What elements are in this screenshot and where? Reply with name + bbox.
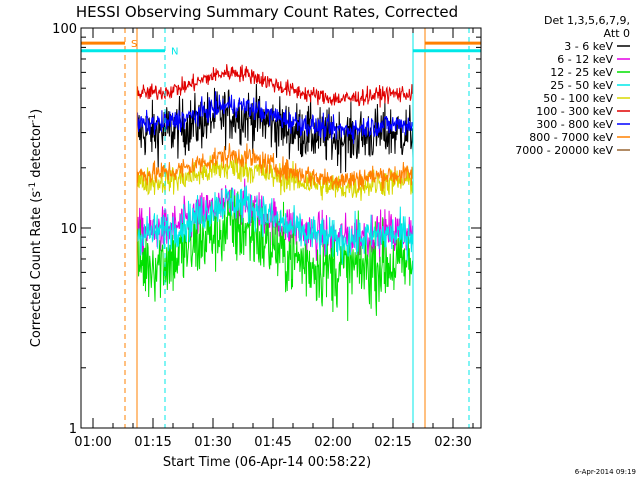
x-tick-label-2: 01:30 xyxy=(194,435,231,450)
series-line-4 xyxy=(136,154,414,201)
series-line-6 xyxy=(136,91,414,144)
y-axis-label-mid: detector xyxy=(29,122,44,182)
y-axis-label-sup2: -1 xyxy=(28,114,38,123)
legend-label-7: 800 - 7000 keV xyxy=(529,131,613,144)
x-tick-label-4: 02:00 xyxy=(314,435,351,450)
marker-layer xyxy=(124,28,470,428)
legend-label-3: 25 - 50 keV xyxy=(550,79,613,92)
legend-label-4: 50 - 100 keV xyxy=(543,92,613,105)
x-tick-label-5: 02:15 xyxy=(374,435,411,450)
y-tick-label-0: 1 xyxy=(69,422,77,437)
data-layer xyxy=(136,64,414,322)
legend-header-line1: Det 1,3,5,6,7,9, xyxy=(544,14,630,27)
series-line-0 xyxy=(136,83,414,174)
y-tick-label-2: 100 xyxy=(52,22,77,37)
legend-label-8: 7000 - 20000 keV xyxy=(515,144,613,157)
flag-layer: SN xyxy=(81,39,481,58)
legend-label-1: 6 - 12 keV xyxy=(557,53,613,66)
y-axis-label-end: ) xyxy=(29,109,44,114)
flag-label-1: N xyxy=(171,47,178,58)
series-line-3 xyxy=(136,185,414,265)
flag-label-0: S xyxy=(131,39,137,50)
chart-title: HESSI Observing Summary Count Rates, Cor… xyxy=(76,3,458,21)
legend-label-6: 300 - 800 keV xyxy=(536,118,613,131)
y-axis-label: Corrected Count Rate (s-1 detector-1) xyxy=(28,109,44,347)
legend-label-0: 3 - 6 keV xyxy=(564,40,613,53)
legend-header-line2: Att 0 xyxy=(604,27,630,40)
x-tick-label-0: 01:00 xyxy=(74,435,111,450)
series-line-5 xyxy=(136,64,414,108)
series-line-7 xyxy=(136,143,414,192)
series-line-2 xyxy=(136,189,414,322)
legend-label-5: 100 - 300 keV xyxy=(536,105,613,118)
x-axis-label: Start Time (06-Apr-14 00:58:22) xyxy=(163,455,371,470)
y-axis-label-main: Corrected Count Rate (s xyxy=(29,191,44,348)
y-tick-label-1: 10 xyxy=(60,222,77,237)
axis-layer: 1 10 100 01:00 01:15 01:30 01:45 02:00 02:15 02:3… xyxy=(52,22,481,450)
y-axis-label-sup1: -1 xyxy=(28,182,38,191)
legend-label-2: 12 - 25 keV xyxy=(550,66,613,79)
x-tick-label-1: 01:15 xyxy=(134,435,171,450)
x-tick-label-6: 02:30 xyxy=(434,435,471,450)
generation-timestamp: 6-Apr-2014 09:19 xyxy=(575,468,636,476)
x-tick-label-3: 01:45 xyxy=(254,435,291,450)
